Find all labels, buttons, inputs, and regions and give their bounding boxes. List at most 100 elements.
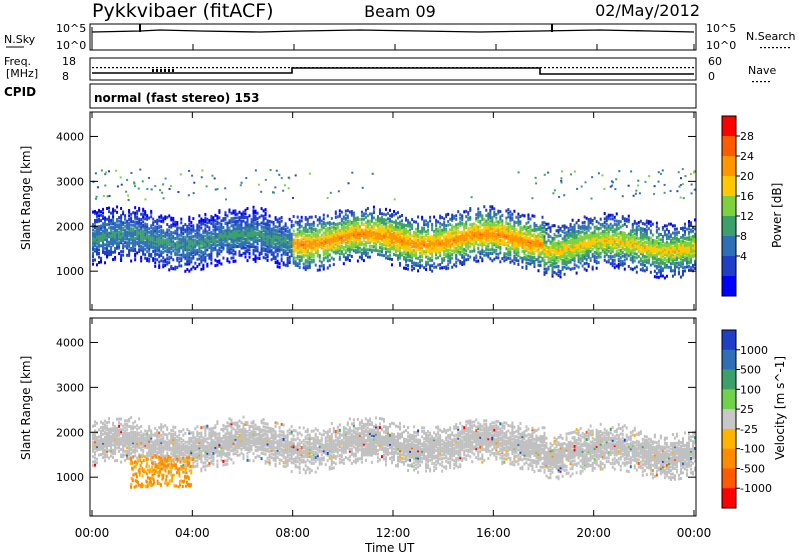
power-cell: [138, 224, 141, 228]
power-cell: [519, 225, 522, 229]
power-cell: [390, 214, 393, 218]
power-cell: [120, 259, 123, 263]
power-cell: [583, 220, 586, 224]
power-cell: [154, 254, 157, 258]
power-cell: [204, 256, 207, 260]
power-cell: [485, 244, 488, 248]
power-cell: [635, 234, 638, 238]
power-cell: [326, 232, 329, 236]
power-cell: [188, 246, 191, 250]
power-cell: [605, 251, 608, 255]
power-cell: [202, 222, 205, 226]
power-cell: [501, 221, 504, 225]
power-cell: [609, 256, 612, 260]
power-cell: [523, 214, 526, 218]
power-cell: [156, 222, 159, 226]
power-cell: [310, 258, 313, 262]
power-cell: [411, 255, 414, 259]
power-cell: [529, 255, 532, 259]
power-cell: [360, 232, 363, 236]
power-cell: [128, 237, 131, 241]
power-cell: [144, 217, 147, 221]
power-cell: [162, 247, 165, 251]
power-cell: [513, 233, 516, 237]
power-cell: [360, 223, 363, 227]
power-cell: [298, 221, 301, 225]
power-cell: [332, 225, 335, 229]
power-cell: [543, 263, 546, 267]
power-cell: [533, 238, 536, 242]
power-cell: [519, 229, 522, 233]
power-cell: [216, 250, 219, 254]
power-cell: [218, 241, 221, 245]
power-cell: [170, 230, 173, 234]
power-cell: [537, 236, 540, 240]
power-cell: [208, 255, 211, 259]
power-cell: [226, 257, 229, 261]
power-cell: [629, 256, 632, 260]
power-cell: [455, 239, 458, 243]
power-cell: [290, 248, 293, 252]
power-cell: [585, 231, 588, 235]
power-cell: [294, 238, 297, 242]
power-cell: [617, 223, 620, 227]
power-cell: [256, 249, 259, 253]
power-cell: [413, 261, 416, 265]
power-cell: [380, 232, 383, 236]
power-cell: [569, 267, 572, 271]
power-cell: [617, 259, 620, 263]
power-cell: [497, 224, 500, 228]
power-cell: [220, 244, 223, 248]
power-cell: [242, 219, 245, 223]
power-cell: [110, 236, 113, 240]
power-cell: [350, 210, 353, 214]
power-cell: [555, 245, 558, 249]
power-cell: [481, 257, 484, 261]
power-cell: [439, 239, 442, 243]
power-cell: [401, 253, 404, 257]
power-cell: [597, 239, 600, 243]
power-cell: [252, 223, 255, 227]
power-cell: [597, 241, 600, 245]
power-cell: [142, 216, 145, 220]
power-cell: [569, 258, 572, 262]
power-cell: [431, 239, 434, 243]
power-cell: [154, 234, 157, 238]
power-cell: [154, 264, 157, 268]
power-cell: [218, 210, 221, 214]
power-cell: [609, 237, 612, 241]
power-cell: [174, 220, 177, 224]
power-cell: [493, 227, 496, 231]
power-cell: [240, 239, 243, 243]
power-cell: [158, 237, 161, 241]
power-cell: [617, 221, 620, 225]
power-cell: [403, 236, 406, 240]
power-cell: [491, 248, 494, 252]
power-cell: [627, 241, 630, 245]
power-cell: [276, 240, 279, 244]
power-cell: [114, 221, 117, 225]
power-cell: [493, 225, 496, 229]
power-cell: [467, 241, 470, 245]
power-cell: [252, 211, 255, 215]
power-cell: [138, 248, 141, 252]
power-cell: [589, 240, 592, 244]
power-cell: [214, 226, 217, 230]
power-cell: [437, 236, 440, 240]
power-cell: [511, 245, 514, 249]
power-cell: [609, 235, 612, 239]
power-cell: [320, 233, 323, 237]
power-cell: [340, 228, 343, 232]
power-cell: [162, 259, 165, 263]
power-cell: [541, 230, 544, 234]
power-cell: [505, 232, 508, 236]
power-cell: [256, 256, 259, 260]
power-cell: [437, 232, 440, 236]
power-cell: [282, 241, 285, 245]
power-cell: [240, 221, 243, 225]
power-cell: [401, 246, 404, 250]
power-cell: [451, 213, 454, 217]
power-cell: [282, 243, 285, 247]
power-cell: [503, 259, 506, 263]
power-cell: [515, 233, 518, 237]
